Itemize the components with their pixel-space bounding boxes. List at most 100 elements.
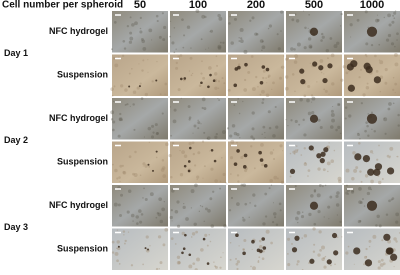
spheroid (386, 247, 394, 255)
texture (163, 25, 167, 30)
texture (308, 37, 312, 41)
texture (142, 46, 147, 51)
texture (390, 42, 395, 46)
texture (344, 117, 347, 120)
texture (176, 200, 180, 204)
spheroid (366, 113, 378, 124)
texture (303, 147, 306, 150)
texture (360, 180, 363, 183)
texture (111, 251, 115, 254)
texture (336, 236, 339, 239)
texture (323, 216, 325, 218)
texture (233, 17, 237, 21)
texture (130, 264, 134, 267)
texture (135, 215, 139, 219)
spheroid (152, 169, 155, 172)
texture (210, 167, 214, 171)
texture (242, 248, 245, 251)
texture (142, 162, 146, 166)
micrograph-background (228, 54, 284, 96)
texture (151, 39, 153, 41)
texture (318, 184, 322, 187)
texture (196, 175, 200, 179)
spheroid (155, 79, 158, 82)
row-label: NFC hydrogel (49, 26, 108, 36)
texture (188, 118, 191, 121)
texture (192, 152, 195, 156)
texture (365, 255, 368, 258)
texture (280, 180, 285, 185)
micrograph (170, 54, 226, 96)
texture (357, 219, 361, 224)
spheroid (213, 159, 217, 163)
micrograph (111, 227, 169, 271)
texture (197, 151, 201, 155)
texture (281, 65, 285, 69)
texture (155, 216, 158, 219)
texture (267, 76, 270, 79)
texture (278, 202, 282, 206)
texture (132, 90, 137, 94)
texture (118, 56, 120, 58)
texture (120, 193, 124, 197)
texture (280, 10, 284, 14)
texture (381, 178, 384, 180)
texture (268, 24, 273, 28)
texture (364, 129, 367, 133)
texture (240, 39, 244, 44)
texture (158, 268, 160, 270)
texture (248, 216, 250, 218)
texture (323, 265, 327, 269)
texture (311, 96, 316, 101)
spheroid (259, 80, 264, 85)
spheroid (374, 163, 383, 171)
texture (319, 125, 323, 129)
texture (219, 266, 222, 269)
texture (377, 266, 381, 270)
texture (328, 93, 330, 95)
texture (237, 180, 240, 183)
texture (235, 257, 238, 260)
texture (294, 90, 296, 93)
texture (205, 48, 207, 50)
texture (186, 25, 191, 29)
texture (201, 97, 206, 102)
texture (239, 137, 241, 139)
texture (182, 205, 186, 209)
texture (207, 47, 210, 49)
texture (216, 64, 219, 67)
texture (323, 73, 325, 75)
texture (350, 190, 355, 194)
texture (396, 155, 399, 158)
texture (201, 205, 204, 208)
texture (214, 135, 218, 139)
texture (392, 14, 395, 17)
texture (259, 39, 264, 43)
micrograph-background (112, 228, 168, 270)
micrograph-background (112, 141, 168, 183)
spheroid (209, 73, 212, 77)
texture (337, 125, 341, 129)
texture (207, 209, 211, 213)
texture (321, 35, 325, 39)
spheroid (144, 247, 147, 250)
texture (217, 46, 222, 50)
texture (222, 41, 225, 44)
texture (139, 220, 143, 224)
texture (148, 28, 153, 33)
spheroid (147, 163, 150, 166)
texture (244, 202, 248, 206)
texture (303, 133, 307, 137)
texture (387, 13, 391, 18)
micrograph (226, 98, 284, 141)
texture (377, 180, 382, 185)
texture (376, 14, 379, 16)
texture (388, 102, 392, 106)
texture (143, 136, 146, 138)
spheroid (183, 164, 187, 168)
spheroid (235, 233, 239, 238)
texture (264, 136, 266, 139)
spheroid (362, 154, 371, 163)
texture (267, 110, 271, 114)
